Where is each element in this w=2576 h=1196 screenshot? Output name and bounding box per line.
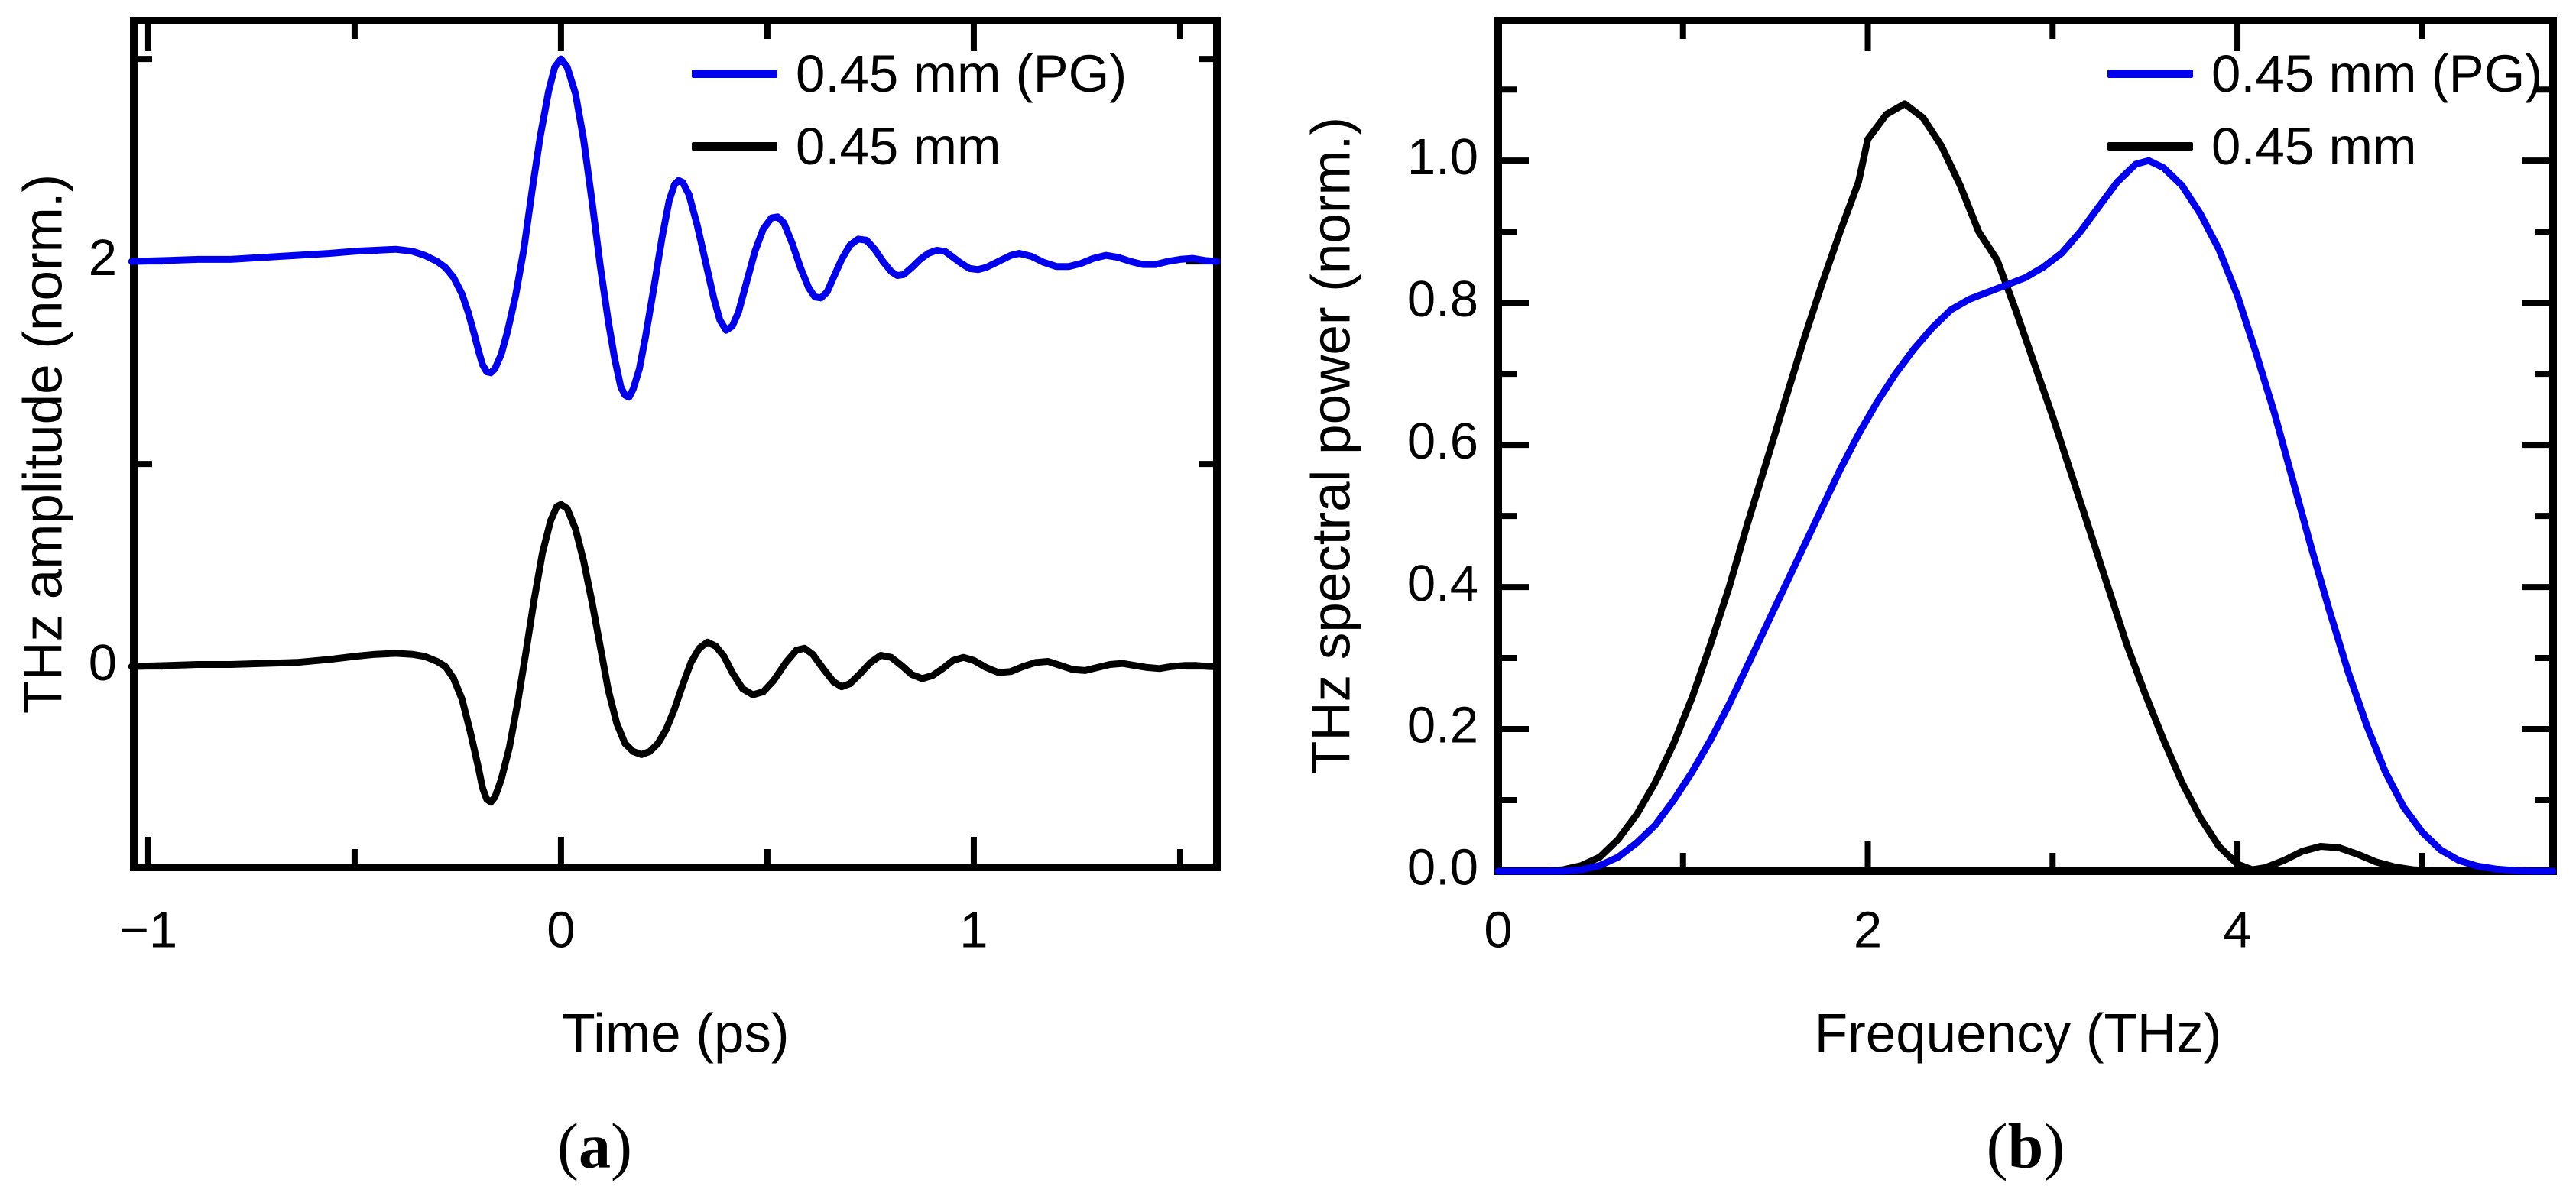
y-tick-label: 0 xyxy=(89,634,117,692)
legend-line-swatch xyxy=(2107,70,2193,78)
x-tick-label: −1 xyxy=(119,902,177,959)
legend-label: 0.45 mm xyxy=(796,117,1001,176)
caption-letter: b xyxy=(2007,1110,2044,1182)
y-tick-label: 0.6 xyxy=(1407,413,1478,470)
panel-a-axes-box xyxy=(130,17,1221,871)
panel-a-caption: (a) xyxy=(557,1110,632,1184)
x-tick-label: 2 xyxy=(1854,902,1882,959)
y-tick-label: 1.0 xyxy=(1407,128,1478,186)
legend-label: 0.45 mm (PG) xyxy=(796,44,1127,103)
legend-item: 0.45 mm xyxy=(2107,120,2542,173)
caption-paren: ( xyxy=(557,1110,579,1182)
panel-a-y-axis-title: THz amplitude (norm.) xyxy=(13,173,74,715)
panel-b-legend: 0.45 mm (PG) 0.45 mm xyxy=(2107,47,2542,173)
curve-b-0-45-mm xyxy=(1494,100,2557,875)
legend-item: 0.45 mm xyxy=(692,120,1127,173)
legend-item: 0.45 mm (PG) xyxy=(2107,47,2542,100)
x-tick-label: 0 xyxy=(1484,902,1512,959)
caption-paren: ) xyxy=(2043,1110,2065,1182)
panel-b-y-axis-title: THz spectral power (norm.) xyxy=(1301,116,1362,775)
y-tick-label: 0.8 xyxy=(1407,271,1478,328)
legend-line-swatch xyxy=(692,70,777,78)
curve-b-0-45-mm-pg- xyxy=(1494,157,2557,875)
curve-a-0-45-mm xyxy=(128,501,1221,806)
curve-a-0-45-mm-pg- xyxy=(128,55,1221,401)
legend-item: 0.45 mm (PG) xyxy=(692,47,1127,100)
panel-b-x-axis-title: Frequency (THz) xyxy=(1814,1003,2222,1065)
caption-paren: ) xyxy=(611,1110,632,1182)
legend-line-swatch xyxy=(692,142,777,151)
panel-a-x-axis-title: Time (ps) xyxy=(562,1003,790,1065)
legend-label: 0.45 mm (PG) xyxy=(2211,44,2543,103)
x-tick-label: 0 xyxy=(547,902,575,959)
y-tick-label: 0.4 xyxy=(1407,555,1478,612)
caption-letter: a xyxy=(579,1110,611,1182)
legend-label: 0.45 mm xyxy=(2211,117,2417,176)
panel-b-caption: (b) xyxy=(1987,1110,2065,1184)
y-tick-label: 0.2 xyxy=(1407,697,1478,754)
panel-a-legend: 0.45 mm (PG) 0.45 mm xyxy=(692,47,1127,173)
x-tick-label: 1 xyxy=(959,902,988,959)
y-tick-label: 2 xyxy=(89,229,117,287)
caption-paren: ( xyxy=(1986,1110,2008,1182)
x-tick-label: 4 xyxy=(2223,902,2251,959)
y-tick-label: 0.0 xyxy=(1407,839,1478,896)
legend-line-swatch xyxy=(2107,142,2193,151)
